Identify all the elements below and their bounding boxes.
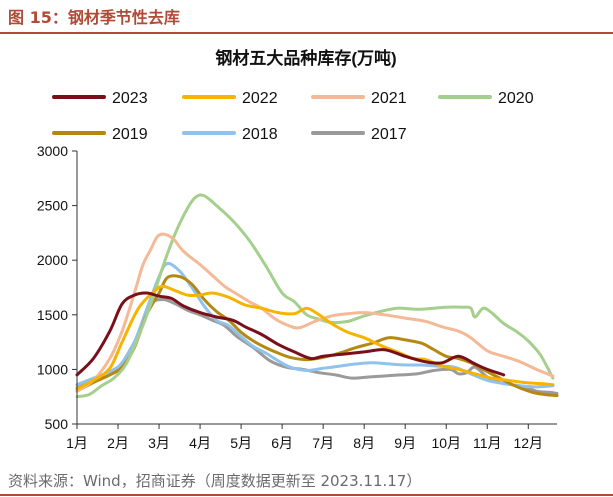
y-tick-label: 1500 bbox=[37, 307, 68, 323]
series-line-2020 bbox=[75, 193, 555, 399]
x-tick-label: 10月 bbox=[431, 435, 461, 451]
legend: 2023 2022 2021 2020 2019 2018 2017 bbox=[52, 90, 534, 143]
header-rule bbox=[0, 32, 613, 34]
chart-title: 钢材五大品种库存(万吨) bbox=[215, 48, 396, 68]
x-tick-label: 9月 bbox=[394, 435, 416, 451]
legend-label-2020: 2020 bbox=[498, 90, 534, 107]
x-tick-label: 8月 bbox=[353, 435, 375, 451]
x-tick-label: 11月 bbox=[473, 435, 502, 451]
x-tick-label: 7月 bbox=[312, 435, 334, 451]
y-tick-label: 500 bbox=[45, 416, 69, 432]
legend-label-2017: 2017 bbox=[371, 126, 407, 143]
figure-header: 图 15：钢材季节性去库 bbox=[0, 0, 613, 34]
chart: 钢材五大品种库存(万吨) 2023 2022 2021 2020 2019 2018 201… bbox=[37, 48, 559, 451]
y-tick-label: 1000 bbox=[37, 361, 68, 377]
x-tick-label: 3月 bbox=[148, 435, 170, 451]
x-tick-label: 4月 bbox=[189, 435, 211, 451]
legend-label-2022: 2022 bbox=[242, 90, 278, 107]
legend-label-2023: 2023 bbox=[112, 90, 148, 107]
y-tick-label: 2500 bbox=[37, 198, 68, 214]
series-line-2023 bbox=[75, 291, 506, 377]
plot-area bbox=[75, 193, 559, 399]
y-tick-label: 2000 bbox=[37, 252, 68, 268]
series-line-2022 bbox=[75, 284, 555, 391]
y-tick-label: 3000 bbox=[37, 143, 68, 159]
axes: 500 1000 1500 2000 2500 3000 1月 2月 3月 4月 5月 6月 7月 8月 9… bbox=[37, 143, 557, 451]
x-tick-label: 6月 bbox=[271, 435, 293, 451]
legend-label-2018: 2018 bbox=[242, 126, 278, 143]
x-tick-label: 1月 bbox=[66, 435, 88, 451]
legend-label-2019: 2019 bbox=[112, 126, 148, 143]
x-tick-label: 2月 bbox=[107, 435, 129, 451]
figure-source: 资料来源：Wind，招商证券（周度数据更新至 2023.11.17） bbox=[8, 472, 422, 490]
x-tick-label: 12月 bbox=[513, 435, 543, 451]
x-tick-label: 5月 bbox=[230, 435, 252, 451]
figure-caption: 图 15：钢材季节性去库 bbox=[8, 8, 180, 27]
footer-rule bbox=[0, 494, 613, 496]
legend-label-2021: 2021 bbox=[371, 90, 407, 107]
series-line-2019 bbox=[75, 274, 559, 398]
series-line-2021 bbox=[75, 232, 555, 393]
